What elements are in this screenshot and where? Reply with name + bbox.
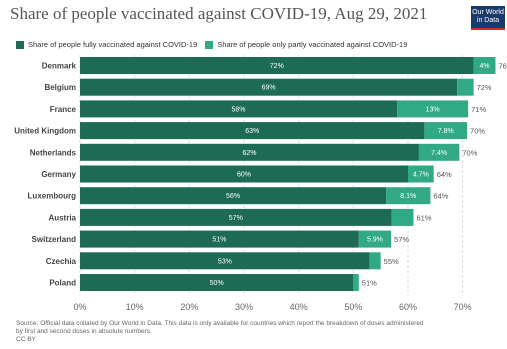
legend-label-full: Share of people fully vaccinated against… xyxy=(28,40,198,49)
legend-item-partial[interactable]: Share of people only partly vaccinated a… xyxy=(205,40,407,49)
category-label: Czechia xyxy=(46,257,77,266)
x-tick-label: 10% xyxy=(126,302,144,312)
source-note: Source: Official data collated by Our Wo… xyxy=(16,320,496,344)
bar-full-label: 58% xyxy=(232,106,246,113)
x-tick-label: 70% xyxy=(454,302,472,312)
bar-partial[interactable] xyxy=(369,252,381,270)
bar-full-label: 62% xyxy=(242,150,256,157)
bar-full[interactable] xyxy=(80,165,408,183)
bar-full[interactable] xyxy=(80,143,419,161)
bar-total-label: 72% xyxy=(477,83,492,92)
x-tick-label: 60% xyxy=(399,302,417,312)
legend-label-partial: Share of people only partly vaccinated a… xyxy=(217,40,408,49)
bar-total-label: 71% xyxy=(471,105,486,114)
bar-full[interactable] xyxy=(80,208,392,226)
bar-full-label: 63% xyxy=(245,128,259,135)
bar-total-label: 55% xyxy=(384,257,399,266)
legend-swatch-partial xyxy=(205,40,214,49)
bar-partial-label: 7.8% xyxy=(438,128,454,135)
chart-title: Share of people vaccinated against COVID… xyxy=(10,4,428,23)
bar-full[interactable] xyxy=(80,100,398,118)
source-line-2: by first and second doses in absolute nu… xyxy=(16,328,152,335)
owid-logo[interactable]: Our World in Data xyxy=(471,6,505,30)
category-label: United Kingdom xyxy=(14,127,76,136)
category-label: Austria xyxy=(48,213,76,222)
bar-full[interactable] xyxy=(80,57,474,74)
bar-full-label: 72% xyxy=(270,63,284,70)
bar-total-label: 64% xyxy=(433,192,448,201)
x-tick-label: 40% xyxy=(290,302,308,312)
category-label: Netherlands xyxy=(30,148,77,157)
bar-total-label: 64% xyxy=(437,170,452,179)
bar-partial[interactable] xyxy=(353,274,359,291)
bar-full-label: 53% xyxy=(218,258,232,265)
license: CC BY xyxy=(16,336,36,343)
bar-full-label: 51% xyxy=(212,237,226,244)
bar-total-label: 70% xyxy=(470,127,485,136)
bar-full-label: 56% xyxy=(226,193,240,200)
bar-partial-label: 5.9% xyxy=(367,237,383,244)
bar-full-label: 69% xyxy=(262,85,276,92)
bars xyxy=(80,57,496,291)
category-label: Switzerland xyxy=(32,235,77,244)
bar-partial-label: 7.4% xyxy=(431,150,447,157)
bar-partial[interactable] xyxy=(358,230,392,248)
bar-total-label: 61% xyxy=(416,213,431,222)
bar-partial-label: 4.7% xyxy=(413,172,429,179)
category-label: Denmark xyxy=(42,62,77,71)
chart-legend: Share of people fully vaccinated against… xyxy=(16,40,415,49)
bar-full[interactable] xyxy=(80,230,359,248)
bar-partial[interactable] xyxy=(397,100,469,118)
bar-partial-label: 13% xyxy=(426,106,440,113)
bar-partial[interactable] xyxy=(457,78,474,96)
bar-partial-label: 4% xyxy=(479,63,489,70)
bar-full-label: 50% xyxy=(210,280,224,287)
bar-partial-label: 8.1% xyxy=(400,193,416,200)
bar-partial[interactable] xyxy=(408,165,434,183)
bar-partial[interactable] xyxy=(424,122,468,140)
bar-full[interactable] xyxy=(80,78,458,96)
bar-full-label: 60% xyxy=(237,172,251,179)
bar-full[interactable] xyxy=(80,122,425,140)
logo-line-2: in Data xyxy=(476,17,500,24)
x-tick-label: 30% xyxy=(235,302,253,312)
x-tick-label: 20% xyxy=(180,302,198,312)
source-line-1: Source: Official data collated by Our Wo… xyxy=(16,320,424,327)
category-label: Germany xyxy=(41,170,76,179)
bar-partial[interactable] xyxy=(386,187,431,205)
bar-partial[interactable] xyxy=(418,143,460,161)
x-tick-label: 50% xyxy=(344,302,362,312)
bar-full[interactable] xyxy=(80,187,387,205)
bar-total-label: 76% xyxy=(498,62,507,71)
category-label: Luxembourg xyxy=(28,192,77,201)
bar-partial[interactable] xyxy=(473,57,496,74)
bar-total-label: 57% xyxy=(394,235,409,244)
category-label: Poland xyxy=(49,279,76,288)
category-label: Belgium xyxy=(44,83,76,92)
bar-chart: 0% 10% 20% 30% 40% 50% 60% 70% Denmark 72% 4% 76% Be… xyxy=(14,55,507,313)
bar-full-label: 57% xyxy=(229,215,243,222)
legend-swatch-full xyxy=(16,40,24,49)
bar-partial[interactable] xyxy=(391,208,414,226)
logo-line-1: Our World xyxy=(472,9,504,16)
bar-total-label: 70% xyxy=(462,148,477,157)
bar-total-label: 51% xyxy=(362,279,377,288)
legend-item-full[interactable]: Share of people fully vaccinated against… xyxy=(16,40,197,49)
labels: 0% 10% 20% 30% 40% 50% 60% 70% Denmark 72% 4% 76% Be… xyxy=(14,62,507,313)
bar-full[interactable] xyxy=(80,274,354,291)
x-tick-label: 0% xyxy=(73,302,86,312)
category-label: France xyxy=(50,105,77,114)
bar-full[interactable] xyxy=(80,252,370,270)
